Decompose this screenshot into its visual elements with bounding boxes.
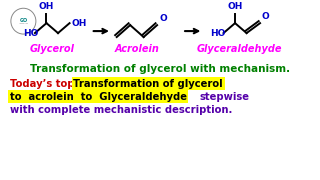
Text: ~~~: ~~~ [18,22,28,26]
Text: Transformation of glycerol with mechanism.: Transformation of glycerol with mechanis… [30,64,290,74]
Text: Glycerol: Glycerol [30,44,75,54]
Text: Glyceraldehyde: Glyceraldehyde [197,44,283,54]
Text: with complete mechanistic description.: with complete mechanistic description. [10,105,232,114]
Text: GO: GO [19,18,28,23]
Text: OH: OH [227,2,243,11]
Text: HO: HO [23,29,39,38]
Text: O: O [262,12,270,21]
Text: to  acrolein  to  Glyceraldehyde: to acrolein to Glyceraldehyde [10,92,187,102]
Text: Transformation of glycerol: Transformation of glycerol [73,79,223,89]
Text: OH: OH [39,2,54,11]
Text: Today’s topic:: Today’s topic: [10,79,88,89]
Text: HO: HO [210,29,225,38]
Text: Acrolein: Acrolein [115,44,159,54]
Text: OH: OH [71,19,87,28]
Text: O: O [159,14,167,23]
Text: stepwise: stepwise [199,92,250,102]
